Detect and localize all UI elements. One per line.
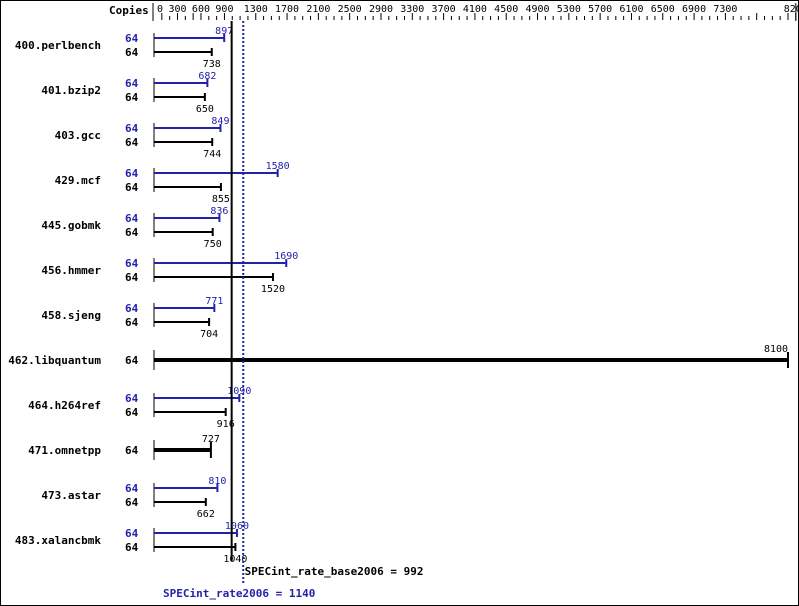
base-value-label: 750: [204, 239, 222, 250]
copies-peak: 64: [125, 302, 139, 315]
x-tick-label: 900: [215, 4, 233, 15]
peak-value-label: 1690: [274, 251, 298, 262]
peak-value-label: 1580: [266, 161, 290, 172]
x-tick-label: 6500: [651, 4, 675, 15]
copies-base: 64: [125, 316, 139, 329]
copies-peak: 64: [125, 482, 139, 495]
copies-header: Copies: [109, 4, 149, 17]
peak-mean-label: SPECint_rate2006 = 1140: [163, 587, 315, 600]
base-value-label: 1520: [261, 284, 285, 295]
benchmark-label: 456.hmmer: [41, 264, 101, 277]
copies-peak: 64: [125, 167, 139, 180]
x-tick-label: 7300: [713, 4, 737, 15]
copies-base: 64: [125, 406, 139, 419]
x-tick-label: 600: [192, 4, 210, 15]
x-tick-label: 8200: [784, 4, 798, 15]
x-tick-label: 1300: [244, 4, 268, 15]
copies-peak: 64: [125, 77, 139, 90]
copies-base: 64: [125, 354, 139, 367]
x-tick-label: 6100: [619, 4, 643, 15]
base-value-label: 704: [200, 329, 218, 340]
x-tick-label: 4500: [494, 4, 518, 15]
peak-value-label: 836: [210, 206, 228, 217]
copies-base: 64: [125, 226, 139, 239]
peak-value-label: 682: [198, 71, 216, 82]
benchmark-label: 464.h264ref: [28, 399, 101, 412]
base-value-label: 916: [217, 419, 235, 430]
peak-value-label: 1090: [227, 386, 251, 397]
x-tick-label: 0: [157, 4, 163, 15]
x-tick-label: 3700: [432, 4, 456, 15]
copies-peak: 64: [125, 32, 139, 45]
x-tick-label: 2100: [306, 4, 330, 15]
peak-value-label: 771: [205, 296, 223, 307]
copies-base: 64: [125, 541, 139, 554]
copies-peak: 64: [125, 257, 139, 270]
benchmark-label: 403.gcc: [55, 129, 101, 142]
copies-peak: 64: [125, 212, 139, 225]
base-value-label: 744: [203, 149, 221, 160]
copies-base: 64: [125, 91, 139, 104]
x-tick-label: 3300: [400, 4, 424, 15]
benchmark-label: 473.astar: [41, 489, 101, 502]
peak-value-label: 849: [211, 116, 229, 127]
benchmark-label: 483.xalancbmk: [15, 534, 101, 547]
x-tick-label: 4900: [525, 4, 549, 15]
benchmark-label: 400.perlbench: [15, 39, 101, 52]
benchmark-label: 445.gobmk: [41, 219, 101, 232]
base-value-label: 738: [203, 59, 221, 70]
benchmark-label: 401.bzip2: [41, 84, 101, 97]
x-tick-label: 2500: [338, 4, 362, 15]
benchmark-label: 429.mcf: [55, 174, 101, 187]
x-tick-label: 2900: [369, 4, 393, 15]
base-value-label: 662: [197, 509, 215, 520]
copies-base: 64: [125, 136, 139, 149]
value-label: 8100: [764, 344, 788, 355]
benchmark-label: 462.libquantum: [8, 354, 101, 367]
copies-base: 64: [125, 444, 139, 457]
copies-base: 64: [125, 46, 139, 59]
copies-peak: 64: [125, 527, 139, 540]
benchmark-label: 458.sjeng: [41, 309, 101, 322]
copies-peak: 64: [125, 122, 139, 135]
base-value-label: 1040: [223, 554, 247, 565]
x-tick-label: 6900: [682, 4, 706, 15]
base-mean-label: SPECint_rate_base2006 = 992: [245, 565, 424, 578]
copies-peak: 64: [125, 392, 139, 405]
peak-value-label: 897: [215, 26, 233, 37]
x-tick-label: 300: [168, 4, 186, 15]
base-value-label: 650: [196, 104, 214, 115]
benchmark-label: 471.omnetpp: [28, 444, 101, 457]
base-value-label: 855: [212, 194, 230, 205]
copies-base: 64: [125, 496, 139, 509]
peak-value-label: 1060: [225, 521, 249, 532]
peak-value-label: 810: [208, 476, 226, 487]
x-tick-label: 1700: [275, 4, 299, 15]
x-tick-label: 5700: [588, 4, 612, 15]
x-tick-label: 4100: [463, 4, 487, 15]
value-label: 727: [202, 434, 220, 445]
x-tick-label: 5300: [557, 4, 581, 15]
copies-base: 64: [125, 271, 139, 284]
copies-base: 64: [125, 181, 139, 194]
